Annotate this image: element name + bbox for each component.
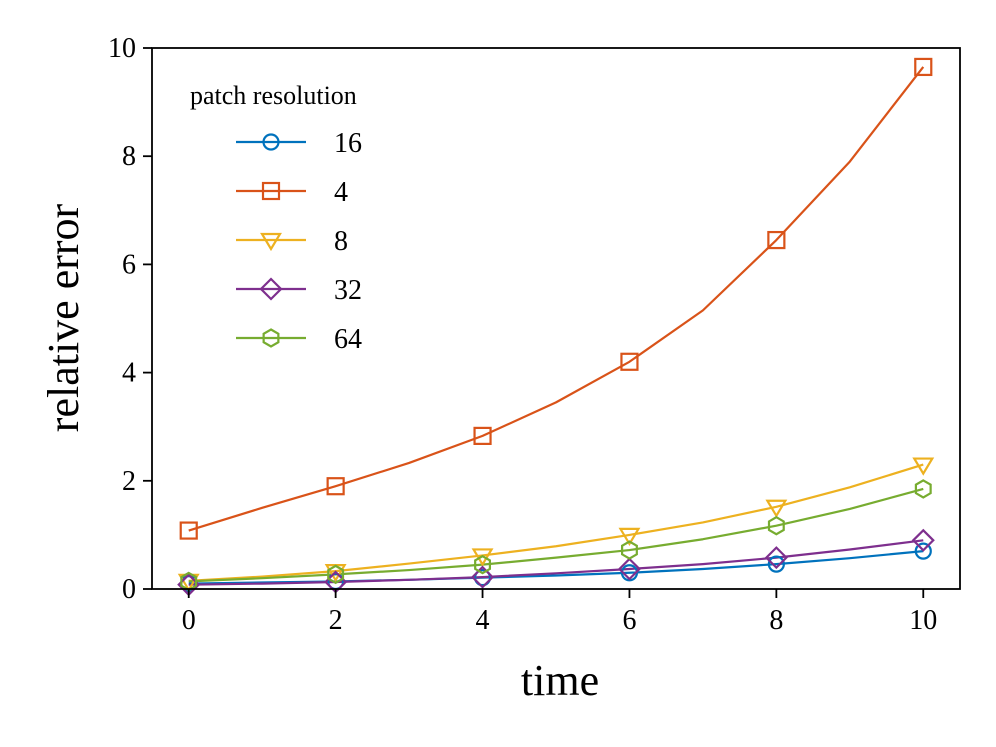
- x-tick-label-2: 2: [329, 605, 343, 636]
- y-tick-label-8: 8: [122, 141, 136, 172]
- series-4-point-2: [326, 477, 345, 496]
- legend-title: patch resolution: [190, 81, 357, 110]
- series-line-64: [188, 487, 924, 583]
- legend-label-8: 8: [334, 226, 348, 257]
- series-4-point-0: [179, 521, 198, 540]
- x-axis-label: time: [521, 656, 599, 705]
- series-lines: [188, 66, 925, 586]
- y-tick-label-2: 2: [122, 466, 136, 497]
- series-4-point-4: [473, 426, 492, 445]
- series-32-point-6: [617, 557, 642, 581]
- y-tick-label-6: 6: [122, 249, 136, 280]
- series-32-point-4: [470, 565, 495, 589]
- series-8-point-8: [765, 499, 788, 518]
- series-64-point-6: [620, 540, 638, 560]
- series-16-point-8: [767, 555, 785, 573]
- series-32-point-8: [764, 546, 788, 570]
- series-line-4: [188, 66, 925, 532]
- y-axis-label: relative error: [39, 203, 88, 432]
- legend-marker-8: [260, 232, 282, 252]
- legend-label-32: 32: [334, 275, 362, 306]
- series-16-point-10: [914, 542, 932, 560]
- x-tick-label-8: 8: [769, 605, 783, 636]
- x-tick-label-0: 0: [182, 605, 196, 636]
- series-64-point-2: [327, 564, 345, 585]
- legend-marker-32: [259, 277, 283, 301]
- legend-label-64: 64: [334, 324, 362, 355]
- y-tick-label-10: 10: [108, 33, 136, 64]
- legend-marker-64: [262, 328, 280, 348]
- y-tick-label-0: 0: [122, 574, 136, 605]
- series-4-point-8: [767, 230, 786, 250]
- series-64-point-4: [474, 554, 492, 575]
- legend-label-4: 4: [334, 177, 348, 208]
- series-64-point-8: [767, 515, 785, 536]
- x-tick-label-10: 10: [909, 605, 937, 636]
- legend-marker-4: [261, 181, 281, 201]
- series-line-32: [188, 539, 924, 586]
- y-tick-label-4: 4: [122, 358, 136, 389]
- series-8-point-4: [471, 548, 494, 567]
- x-tick-label-4: 4: [476, 605, 490, 636]
- x-axis-ticks: 0 2 4 6 8 10: [182, 589, 937, 636]
- series-8-point-10: [912, 457, 935, 476]
- plot-frame: [151, 47, 961, 590]
- series-4-point-10: [914, 57, 933, 77]
- legend-marker-16: [262, 133, 280, 151]
- x-tick-label-6: 6: [622, 605, 636, 636]
- series-32-point-10: [911, 528, 935, 552]
- series-8-point-6: [618, 527, 641, 547]
- series-4-point-6: [620, 352, 639, 371]
- legend-label-16: 16: [334, 128, 362, 159]
- y-axis-ticks: 0 2 4 6 8 10: [108, 33, 152, 605]
- series-line-8: [188, 463, 924, 582]
- series-16-point-4: [473, 569, 492, 587]
- legend: patch resolution 16 4 8 32 64: [190, 81, 362, 355]
- series-64-point-10: [914, 479, 932, 499]
